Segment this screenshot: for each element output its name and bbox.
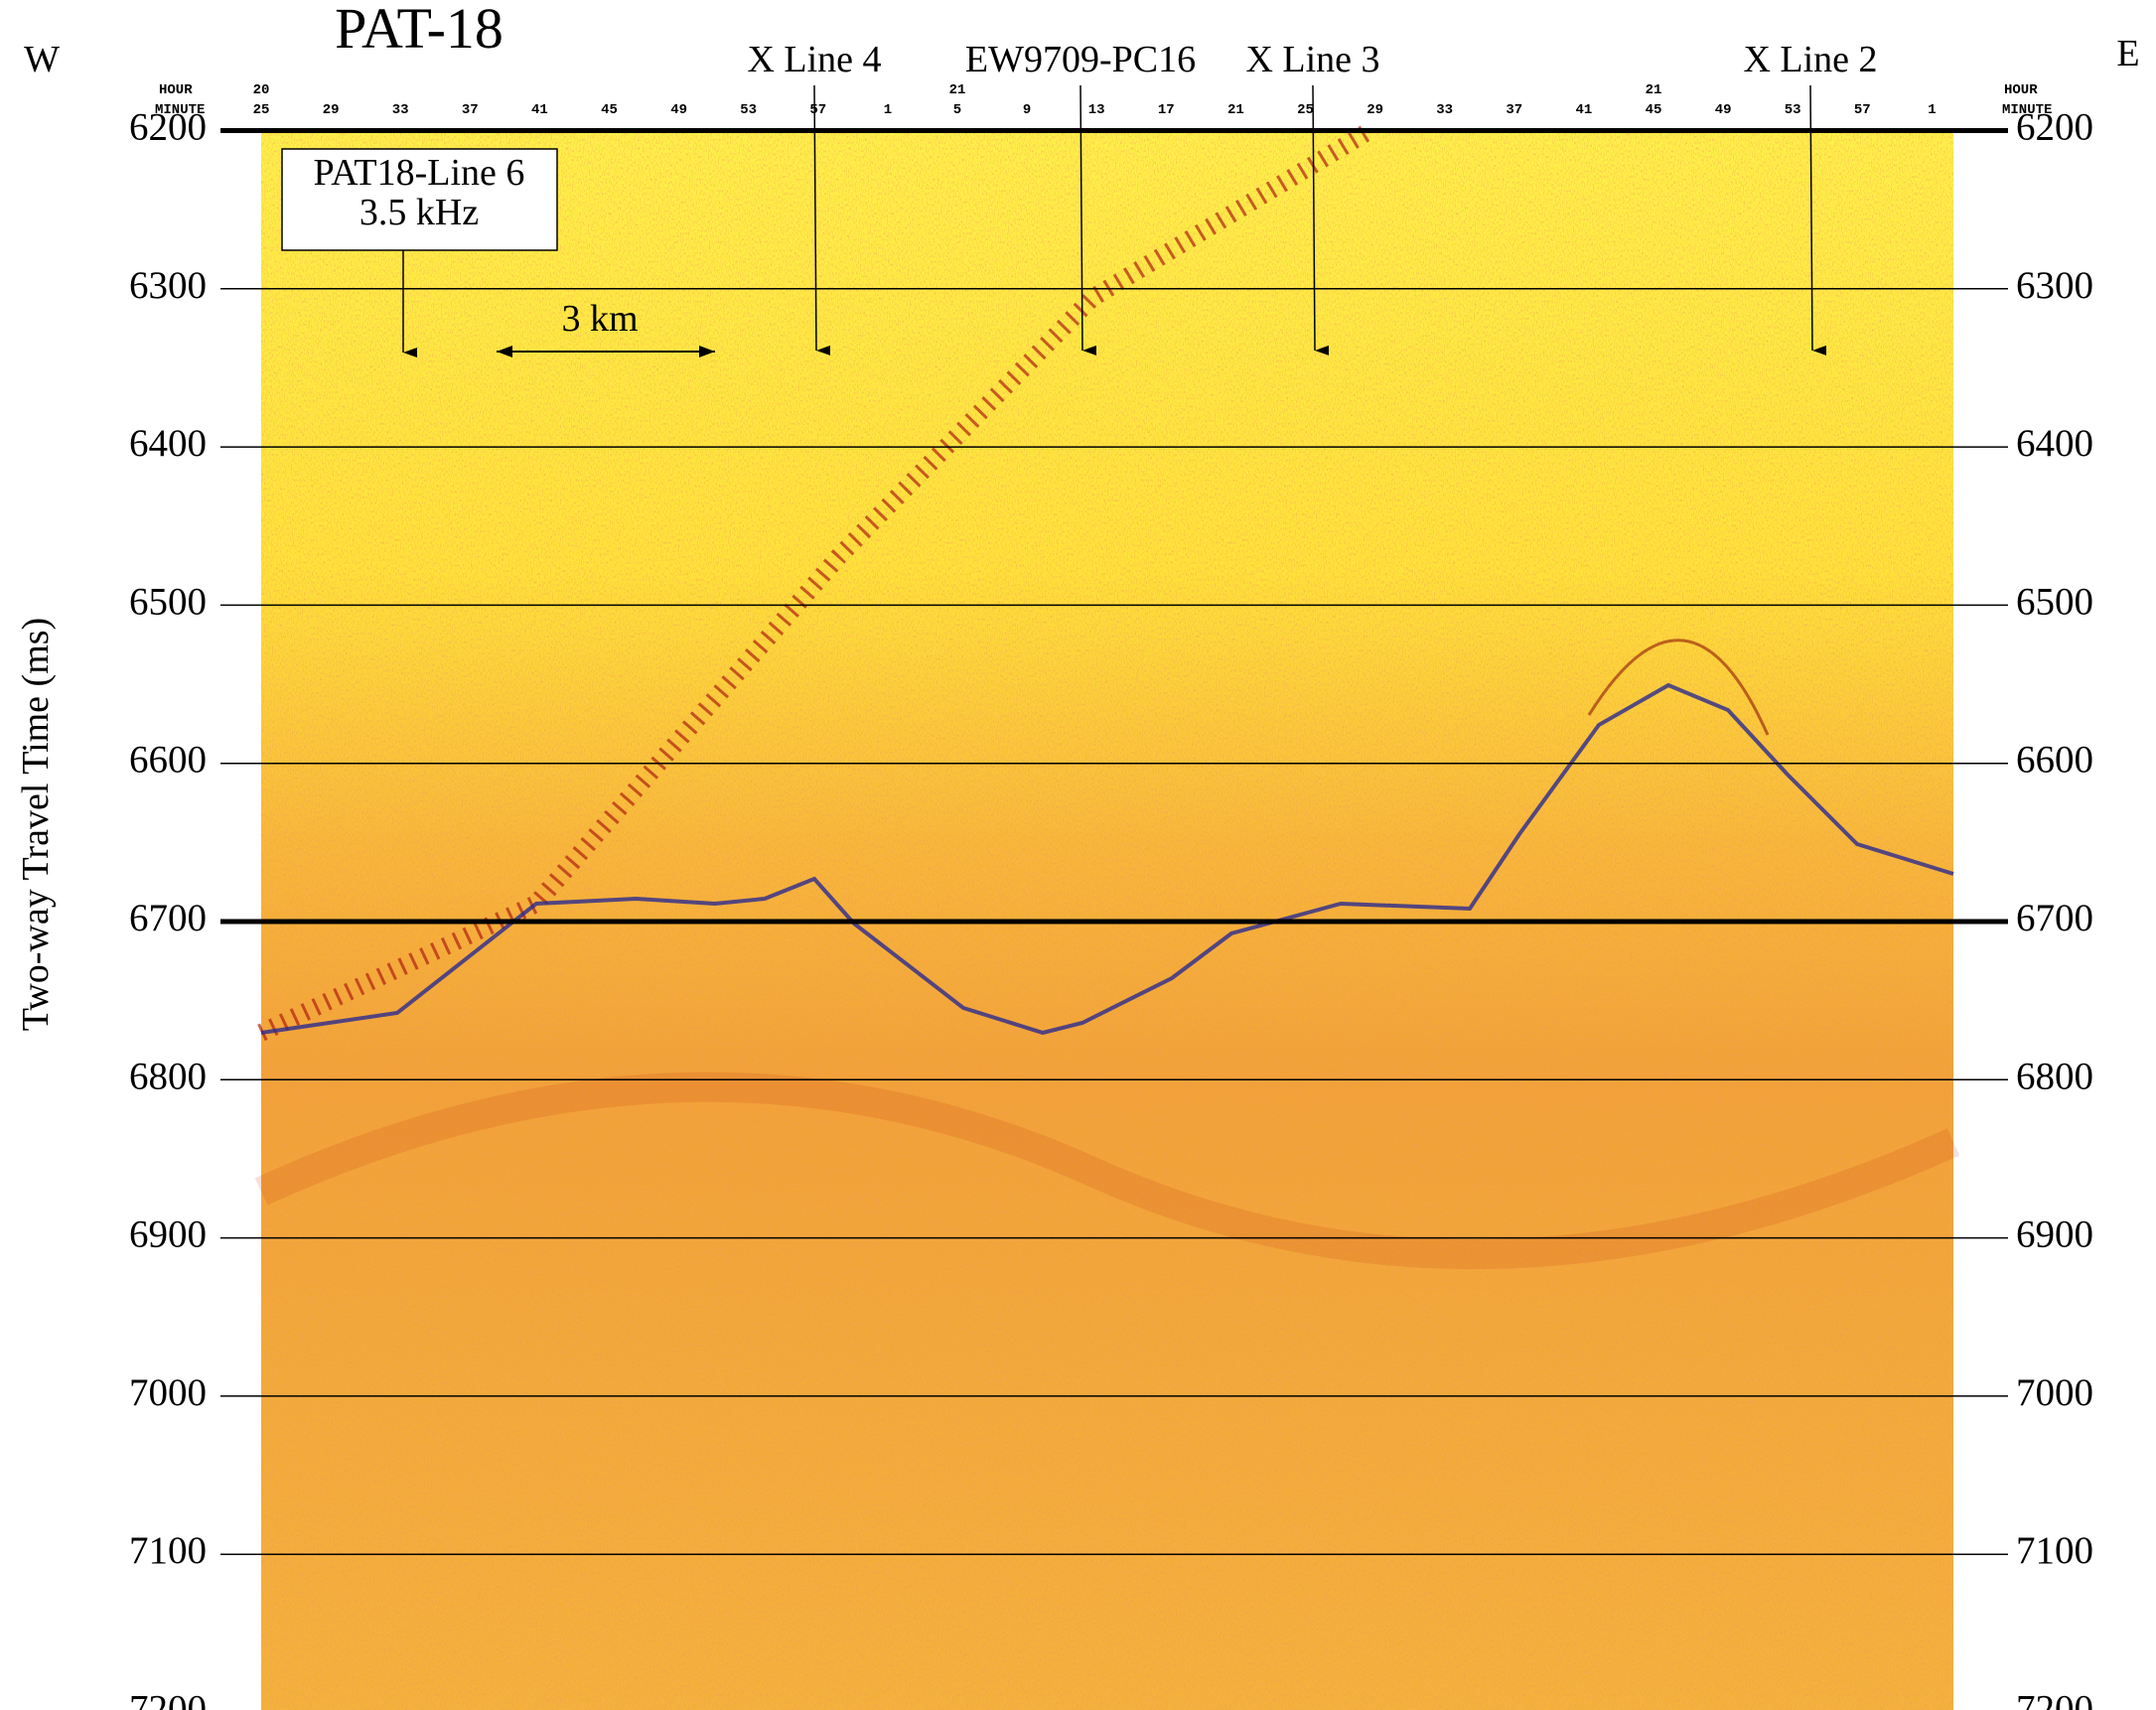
scale-bar: 3 km [497,298,715,357]
hour-label: HOUR [159,82,193,98]
y-tick-label: 6700 [129,897,207,939]
crossline-arrow [1312,84,1330,356]
minute-tick-label: 49 [670,102,687,118]
minute-tick-label: 41 [531,102,548,118]
y-tick-label: 6300 [129,264,207,307]
minute-tick-label: 25 [1297,102,1314,118]
hour-tick-label: 21 [1646,82,1662,98]
minute-tick-label: 13 [1088,102,1105,118]
y-tick-label: 6400 [2016,422,2093,465]
inset-line: 3.5 kHz [359,192,479,233]
crossline-arrow [1079,84,1097,356]
y-axis-label: Two-way Travel Time (ms) [15,618,57,1031]
minute-tick-label: 37 [462,102,479,118]
minute-tick-label: 33 [392,102,409,118]
minute-tick-label: 25 [253,102,270,118]
minute-tick-label: 41 [1575,102,1592,118]
hour-tick-label: 21 [949,82,966,98]
minute-tick-label: 1 [1928,102,1936,118]
y-tick-label: 6600 [2016,739,2093,782]
minute-tick-label: 5 [953,102,961,118]
minute-tick-label: 49 [1715,102,1732,118]
west-label: W [24,39,60,80]
minute-tick-label: 17 [1158,102,1175,118]
minute-tick-label: 9 [1023,102,1031,118]
inset-line: PAT18-Line 6 [314,152,525,194]
crossline-label: X Line 2 [1743,39,1877,80]
y-tick-label: 6300 [2016,264,2093,307]
y-tick-label: 6200 [2016,105,2093,148]
y-tick-label: 6900 [129,1213,207,1256]
minute-label: MINUTE [155,102,205,118]
minute-tick-label: 1 [884,102,892,118]
y-tick-label: 7000 [129,1371,207,1414]
figure-title: PAT-18 [335,0,503,61]
minute-tick-label: 53 [1785,102,1801,118]
minute-tick-label: 57 [1854,102,1871,118]
minute-tick-label: 21 [1227,102,1244,118]
y-tick-label: 6800 [129,1055,207,1097]
y-tick-label: 7100 [129,1529,207,1572]
y-tick-label: 6500 [2016,580,2093,623]
hour-tick-label: 20 [253,82,270,98]
y-tick-label: 6900 [2016,1213,2093,1256]
y-tick-label: 6400 [129,422,207,465]
minute-tick-label: 29 [1366,102,1383,118]
inset-box: PAT18-Line 6 3.5 kHz [281,148,558,251]
y-tick-label: 6200 [129,105,207,148]
minute-tick-label: 45 [1646,102,1662,118]
crossline-arrow [813,84,831,356]
y-tick-label: 6800 [2016,1055,2093,1097]
minute-tick-label: 33 [1436,102,1453,118]
crossline-label: EW9709-PC16 [965,39,1196,80]
y-tick-label: 6600 [129,739,207,782]
scale-label: 3 km [561,298,638,340]
y-tick-label: 6500 [129,580,207,623]
crossline-label: X Line 4 [747,39,881,80]
minute-tick-label: 37 [1506,102,1522,118]
hour-label: HOUR [2004,82,2038,98]
y-tick-label: 7000 [2016,1371,2093,1414]
east-label: E [2116,33,2139,74]
y-tick-label: 7200 [129,1687,207,1710]
crossline-arrow [1809,84,1827,356]
minute-tick-label: 53 [740,102,757,118]
minute-label: MINUTE [2002,102,2052,118]
y-tick-label: 7200 [2016,1687,2093,1710]
crossline-label: X Line 3 [1245,39,1379,80]
minute-tick-label: 57 [809,102,826,118]
minute-tick-label: 29 [323,102,340,118]
y-tick-label: 6700 [2016,897,2093,939]
y-tick-label: 7100 [2016,1529,2093,1572]
minute-tick-label: 45 [601,102,618,118]
